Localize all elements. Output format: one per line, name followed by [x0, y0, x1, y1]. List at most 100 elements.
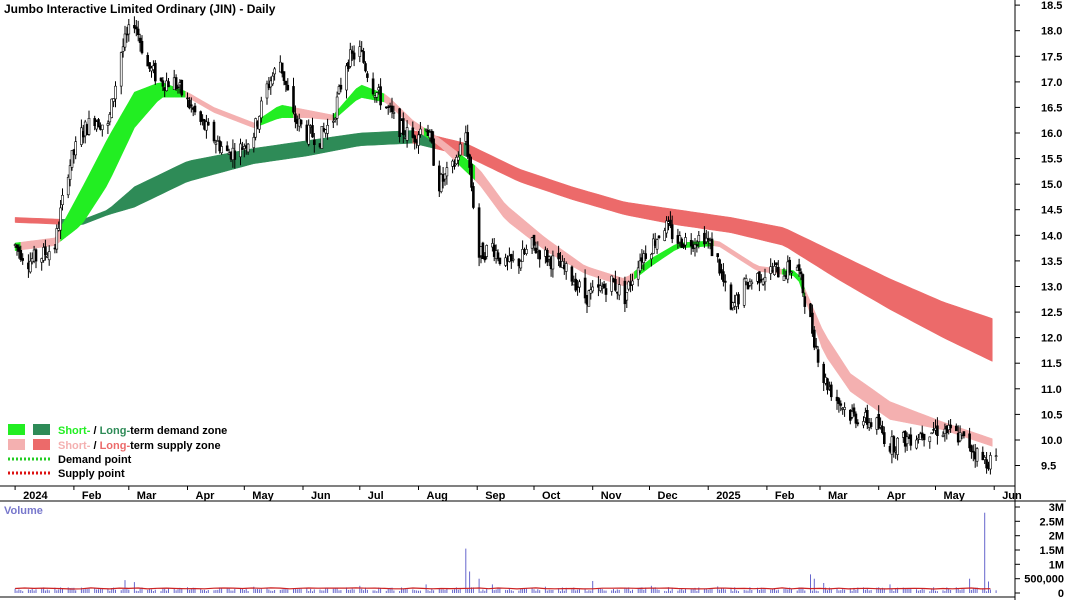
candle-body [119, 52, 123, 87]
candle-body [532, 234, 536, 246]
candle-body [602, 283, 606, 289]
y-tick-label: 13.5 [1041, 256, 1062, 268]
long-term-zone-segment [469, 144, 993, 362]
volume-tick-label: 2.5M [1040, 516, 1064, 528]
candle-body [722, 271, 725, 282]
candle-body [564, 263, 568, 272]
legend-long-word: Long- [100, 440, 131, 452]
candle-body [472, 186, 475, 208]
candle-body [655, 239, 659, 250]
candle-body [254, 118, 257, 138]
candle-body [59, 207, 62, 231]
candle-body [123, 33, 127, 48]
candle-body [638, 260, 642, 271]
candle-body [15, 244, 19, 248]
legend-supply-zone-label: Short- / Long-term supply zone [58, 440, 221, 452]
candle-body [814, 345, 818, 348]
candle-body [258, 116, 261, 130]
candle-body [110, 98, 113, 118]
candle-body [922, 433, 926, 441]
candle-body [850, 411, 854, 418]
candle-body [589, 289, 593, 294]
short-term-zone-segment [634, 240, 715, 280]
candle-body [710, 238, 714, 257]
candle-body [837, 398, 841, 404]
candle-body [176, 86, 180, 89]
candle-body [405, 127, 409, 141]
short-term-zone-segment [185, 90, 260, 129]
candle-body [466, 132, 470, 157]
candle-body [21, 258, 25, 261]
x-tick-label: Dec [658, 490, 678, 502]
candle-body [352, 52, 356, 60]
candle-body [941, 434, 945, 437]
candle-body [212, 121, 216, 142]
candle-body [928, 436, 932, 442]
legend-demand-zone-label: Short- / Long-term demand zone [58, 425, 227, 437]
candle-body [392, 112, 396, 114]
candle-body [693, 244, 697, 249]
candle-body [218, 140, 221, 152]
candle-body [294, 113, 297, 123]
candle-body [312, 139, 316, 145]
candle-body [803, 296, 807, 307]
candle-body [551, 255, 555, 270]
candle-body [989, 455, 992, 470]
candle-body [498, 257, 502, 264]
candle-body [782, 275, 786, 281]
candle-body [545, 250, 549, 263]
y-tick-label: 16.5 [1041, 102, 1062, 114]
candle-body [561, 260, 564, 268]
candle-body [877, 413, 881, 429]
candle-body [193, 105, 197, 113]
candle-body [663, 230, 667, 241]
candle-body [138, 37, 142, 43]
y-tick-label: 13.0 [1041, 282, 1062, 294]
candle-body [994, 455, 998, 458]
long-term-zone-segment [14, 217, 61, 225]
candle-body [360, 49, 364, 52]
candle-body [299, 119, 303, 125]
x-tick-label: Mar [137, 490, 157, 502]
legend-long-word: Long- [100, 425, 131, 437]
candle-body [496, 252, 500, 260]
volume-tick-label: 2M [1049, 531, 1064, 543]
candle-body [716, 253, 720, 258]
candle-body [604, 288, 608, 295]
candle-body [981, 451, 985, 461]
candle-body [614, 278, 617, 291]
candle-body [470, 163, 473, 188]
candle-body [468, 154, 471, 168]
candle-body [345, 65, 348, 91]
legend-demand-point-label: Demand point [58, 454, 132, 466]
candle-body [87, 118, 91, 135]
candle-body [108, 114, 112, 123]
x-tick-label: Jun [1002, 490, 1022, 502]
candle-body [742, 278, 746, 306]
candle-body [190, 104, 193, 107]
candle-body [519, 261, 523, 269]
y-tick-label: 10.0 [1041, 435, 1062, 447]
candle-body [311, 125, 314, 138]
candle-body [706, 238, 710, 241]
candle-body [862, 421, 865, 426]
candle-body [816, 349, 820, 363]
y-tick-label: 11.5 [1041, 358, 1062, 370]
x-tick-label: Feb [82, 490, 102, 502]
x-tick-label: May [252, 490, 274, 502]
candle-body [417, 134, 420, 146]
legend-rest: term supply zone [130, 440, 220, 452]
candle-body [509, 254, 513, 262]
candle-body [146, 54, 149, 67]
candle-body [905, 436, 909, 444]
legend-supply-point-label: Supply point [58, 468, 125, 480]
legend-long-demand-swatch [33, 424, 50, 435]
candle-body [411, 127, 415, 138]
y-tick-label: 15.5 [1041, 154, 1062, 166]
candle-body [379, 86, 382, 106]
candle-body [669, 219, 672, 227]
candle-body [881, 425, 884, 434]
candle-body [68, 165, 72, 180]
candle-body [538, 250, 542, 260]
candle-body [34, 249, 38, 262]
